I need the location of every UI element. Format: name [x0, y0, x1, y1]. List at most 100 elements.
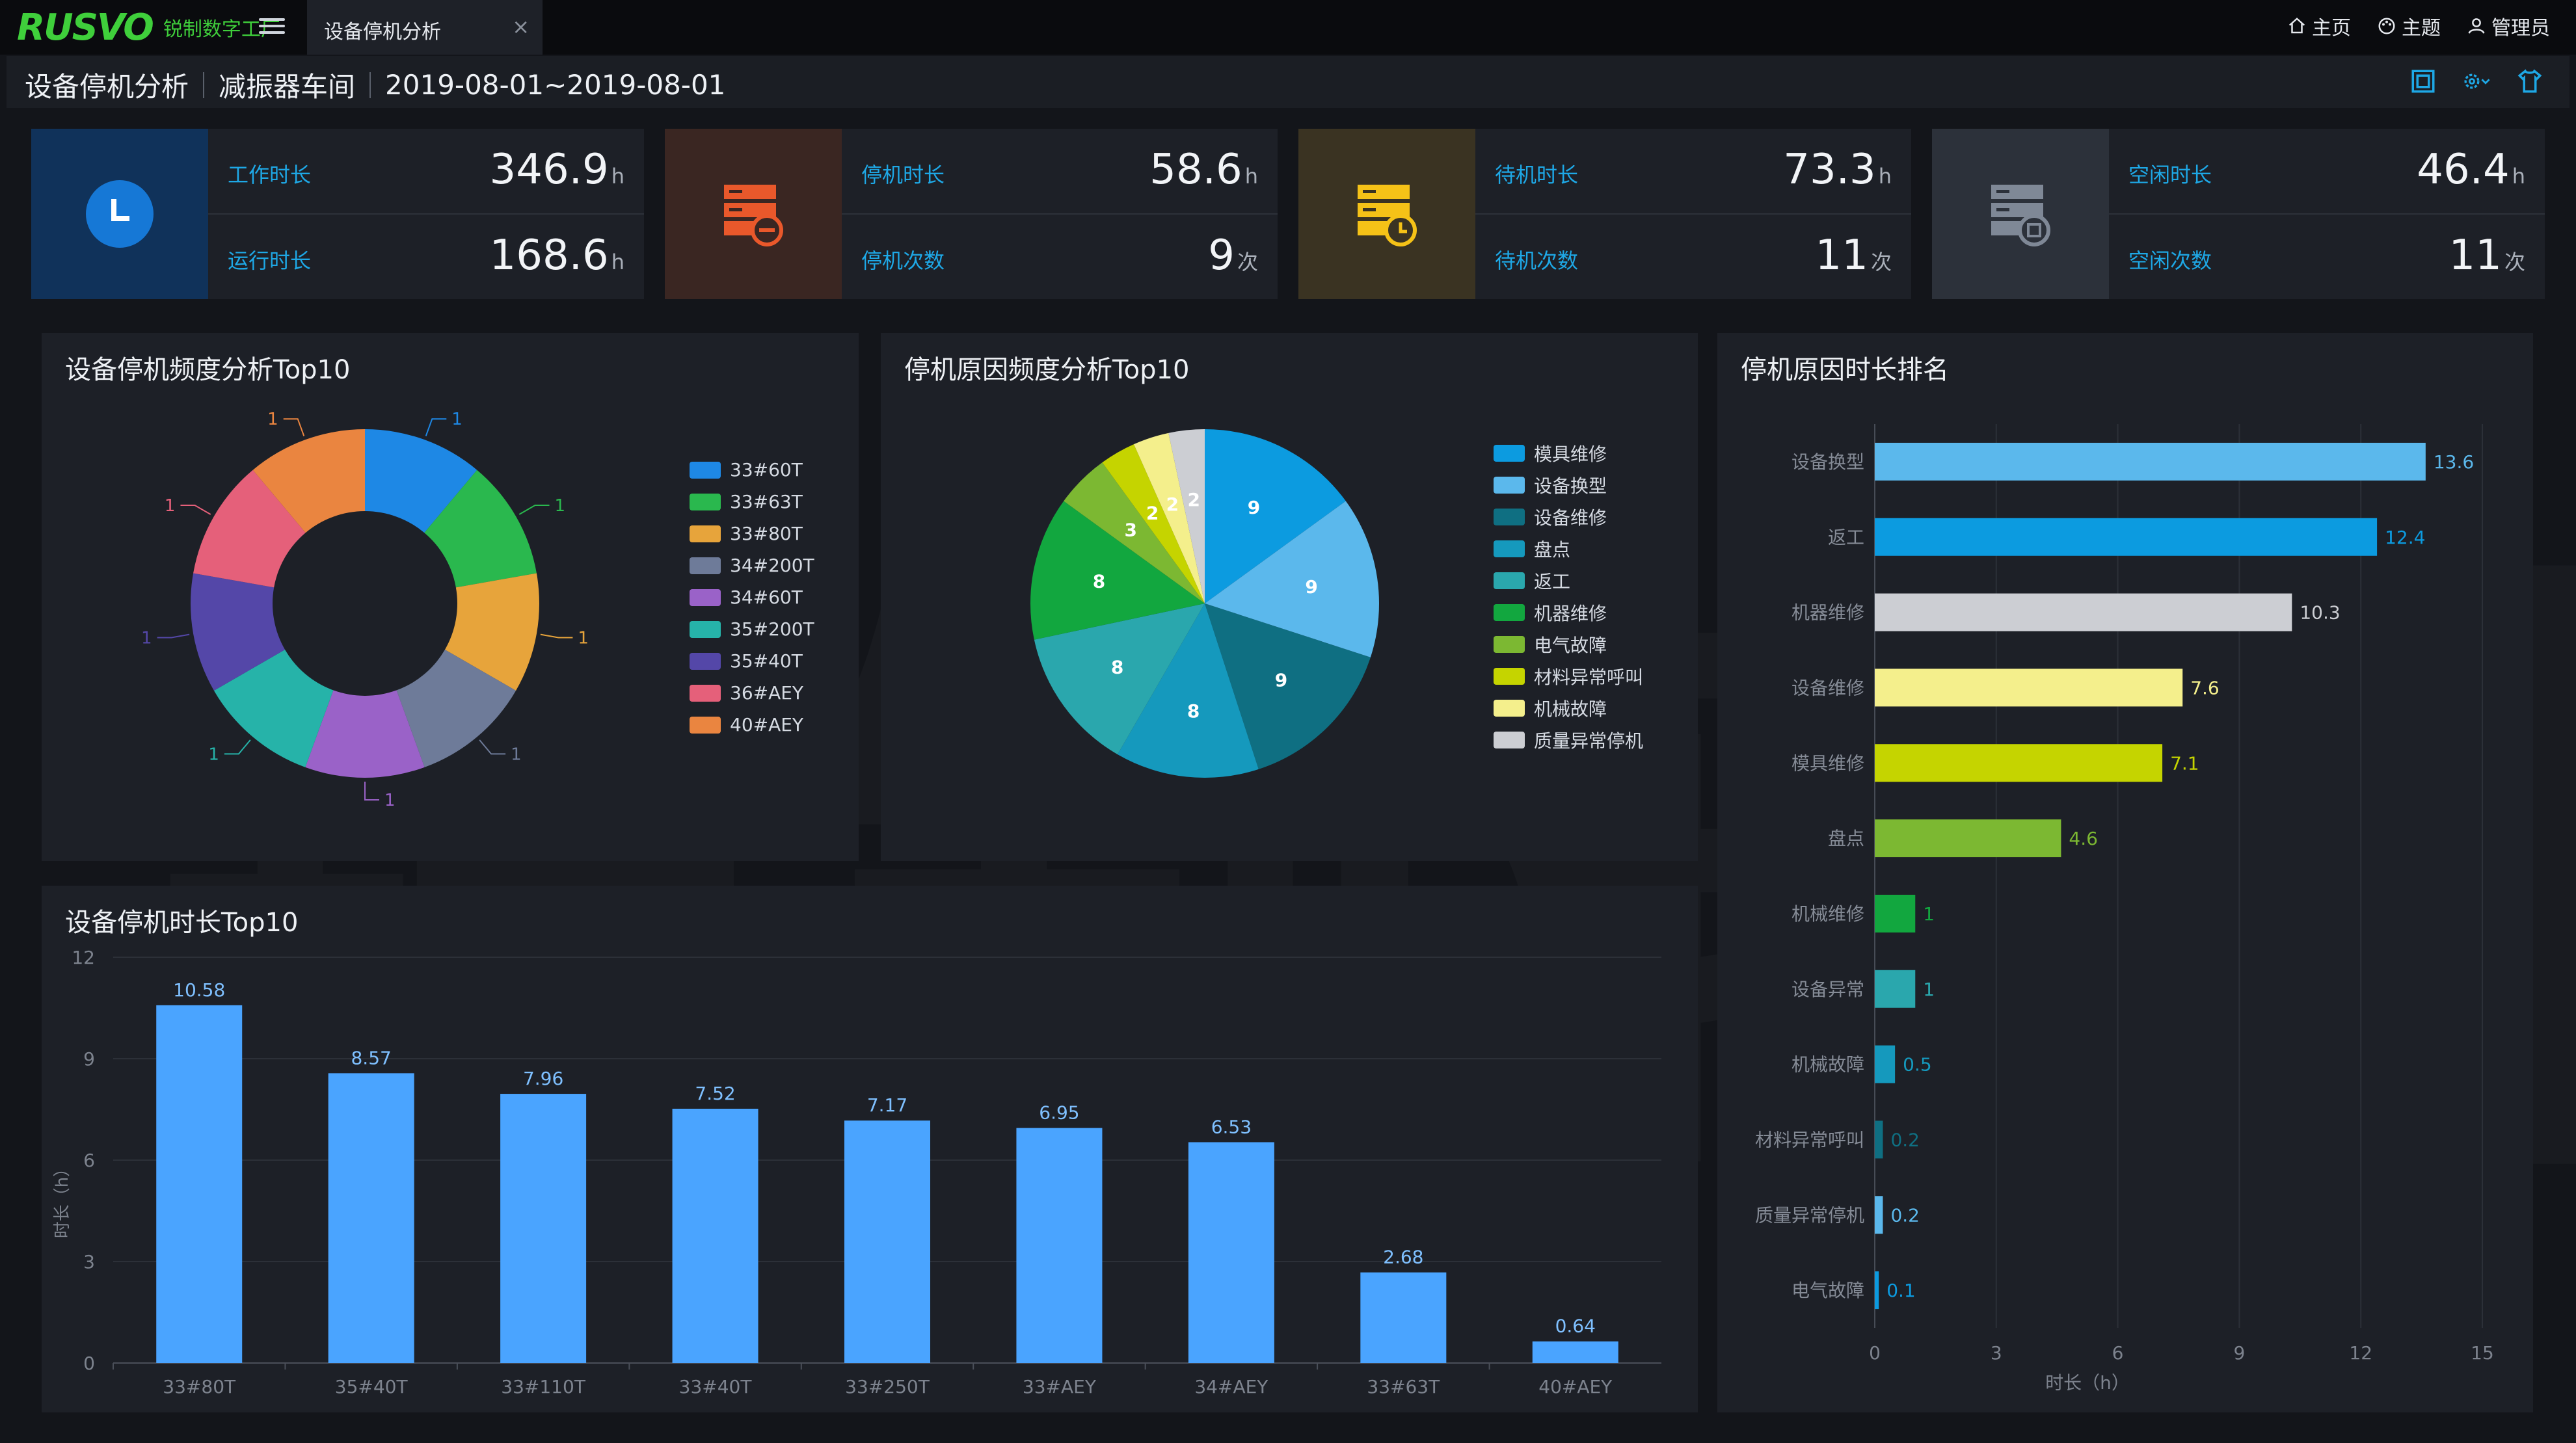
nav-admin[interactable]: 管理员 — [2467, 12, 2550, 40]
pie-slice[interactable] — [1205, 501, 1379, 657]
donut-legend-item[interactable]: 40#AEY — [690, 709, 814, 741]
shirt-icon[interactable] — [2516, 68, 2543, 95]
donut-label-line — [180, 505, 211, 515]
ranking-bar[interactable] — [1875, 894, 1916, 933]
donut-slice[interactable] — [193, 470, 306, 588]
duration-bar[interactable] — [672, 1108, 758, 1363]
workshop-selector[interactable]: 减振器车间 — [219, 71, 356, 103]
donut-slice[interactable] — [252, 429, 365, 533]
nav-theme[interactable]: 主题 — [2377, 12, 2441, 40]
donut-slice[interactable] — [365, 429, 477, 533]
ranking-bar[interactable] — [1875, 518, 2378, 556]
pie-slice[interactable] — [1168, 429, 1205, 603]
kpi-unit: 次 — [1237, 250, 1258, 274]
pie-slice[interactable] — [1064, 462, 1205, 603]
pie-slice[interactable] — [1118, 603, 1259, 778]
settings-icon[interactable] — [2463, 68, 2490, 95]
duration-bar[interactable] — [156, 1005, 243, 1363]
donut-label-line — [157, 633, 190, 639]
tab-downtime-analysis[interactable]: 设备停机分析 × — [307, 0, 543, 55]
pie-legend-item[interactable]: 材料异常呼叫 — [1494, 660, 1643, 692]
tab-close-icon[interactable]: × — [512, 14, 530, 39]
pie-legend-item[interactable]: 质量异常停机 — [1494, 724, 1643, 756]
pie-legend-item[interactable]: 返工 — [1494, 564, 1643, 596]
nav-home[interactable]: 主页 — [2287, 12, 2351, 40]
pie-slice[interactable] — [1205, 429, 1346, 603]
server-clock-icon — [1358, 185, 1417, 246]
pie-slice[interactable] — [1030, 501, 1205, 640]
pie-legend-item[interactable]: 电气故障 — [1494, 628, 1643, 660]
date-range[interactable]: 2019-08-01~2019-08-01 — [385, 69, 726, 101]
legend-swatch — [690, 716, 721, 734]
kpi-unit: h — [2512, 164, 2525, 189]
duration-bar[interactable] — [844, 1120, 930, 1363]
bar-value-label: 13.6 — [2434, 451, 2474, 473]
donut-slice[interactable] — [424, 470, 537, 588]
ranking-bar[interactable] — [1875, 593, 2292, 631]
ranking-bar[interactable] — [1875, 1271, 1879, 1310]
kpi-value: 346.9 h — [490, 146, 625, 194]
bar-value-label: 10.3 — [2300, 602, 2340, 624]
pie-legend-item[interactable]: 设备换型 — [1494, 469, 1643, 501]
donut-legend-item[interactable]: 35#200T — [690, 613, 814, 645]
duration-bar[interactable] — [328, 1073, 414, 1363]
donut-slice[interactable] — [213, 650, 334, 767]
donut-legend-item[interactable]: 33#60T — [690, 454, 814, 486]
donut-legend-item[interactable]: 35#40T — [690, 645, 814, 677]
donut-legend-item[interactable]: 34#200T — [690, 549, 814, 581]
duration-bar[interactable] — [500, 1094, 587, 1363]
donut-slice[interactable] — [396, 650, 517, 767]
pie-legend-item[interactable]: 机械故障 — [1494, 692, 1643, 724]
donut-legend-item[interactable]: 33#80T — [690, 518, 814, 549]
x-tick-label: 34#AEY — [1194, 1376, 1268, 1397]
donut-slice[interactable] — [305, 690, 425, 778]
hamburger-menu-icon[interactable] — [259, 14, 285, 40]
ranking-bar[interactable] — [1875, 970, 1916, 1008]
panel-title: 停机原因频度分析Top10 — [904, 355, 1190, 385]
donut-legend-item[interactable]: 34#60T — [690, 581, 814, 613]
pie-slice[interactable] — [1133, 432, 1205, 603]
ranking-bar[interactable] — [1875, 1045, 1896, 1083]
x-tick-label: 12 — [2349, 1342, 2372, 1364]
ranking-bar[interactable] — [1875, 819, 2061, 858]
pie-legend: 模具维修 设备换型 设备维修 盘点 返工 机器维修 电气故障材料异常呼叫机械故障 质量异常停机 — [1494, 437, 1643, 756]
ranking-bar[interactable] — [1875, 442, 2426, 481]
ranking-bar[interactable] — [1875, 1120, 1883, 1159]
legend-swatch — [1494, 635, 1525, 653]
duration-bar[interactable] — [1532, 1341, 1618, 1363]
divider — [369, 72, 371, 98]
pie-legend-item[interactable]: 盘点 — [1494, 533, 1643, 564]
home-icon — [2288, 18, 2305, 34]
category-label: 设备换型 — [1791, 451, 1864, 473]
pie-legend-item[interactable]: 设备维修 — [1494, 501, 1643, 533]
donut-slice[interactable] — [444, 573, 539, 691]
category-label: 质量异常停机 — [1755, 1204, 1864, 1226]
ranking-bar[interactable] — [1875, 1196, 1883, 1234]
export-icon[interactable] — [2409, 68, 2437, 95]
legend-label: 材料异常呼叫 — [1534, 666, 1644, 688]
duration-bar[interactable] — [1016, 1128, 1103, 1363]
pie-legend-item[interactable]: 模具维修 — [1494, 437, 1643, 469]
logo[interactable]: RUSVO 锐制数字工厂 — [17, 7, 280, 49]
donut-legend-item[interactable]: 36#AEY — [690, 677, 814, 709]
kpi-unit: h — [611, 250, 624, 274]
duration-bar[interactable] — [1360, 1272, 1447, 1363]
pie-slice[interactable] — [1102, 444, 1205, 603]
donut-legend-item[interactable]: 33#63T — [690, 486, 814, 518]
category-label: 模具维修 — [1791, 752, 1864, 774]
x-tick-label: 6 — [2112, 1342, 2124, 1364]
pie-slice[interactable] — [1205, 603, 1371, 769]
duration-bar[interactable] — [1188, 1142, 1274, 1363]
pie-slice[interactable] — [1034, 603, 1205, 755]
donut-slice-label: 1 — [578, 628, 589, 648]
clock-icon — [86, 180, 154, 248]
pie-legend-item[interactable]: 机器维修 — [1494, 596, 1643, 628]
ranking-bar[interactable] — [1875, 744, 2163, 782]
legend-label: 34#60T — [730, 587, 803, 608]
ranking-bar[interactable] — [1875, 669, 2183, 707]
x-tick-label: 33#40T — [679, 1376, 753, 1397]
donut-label-line — [425, 418, 447, 436]
legend-swatch — [690, 493, 721, 510]
donut-slice[interactable] — [190, 573, 286, 691]
